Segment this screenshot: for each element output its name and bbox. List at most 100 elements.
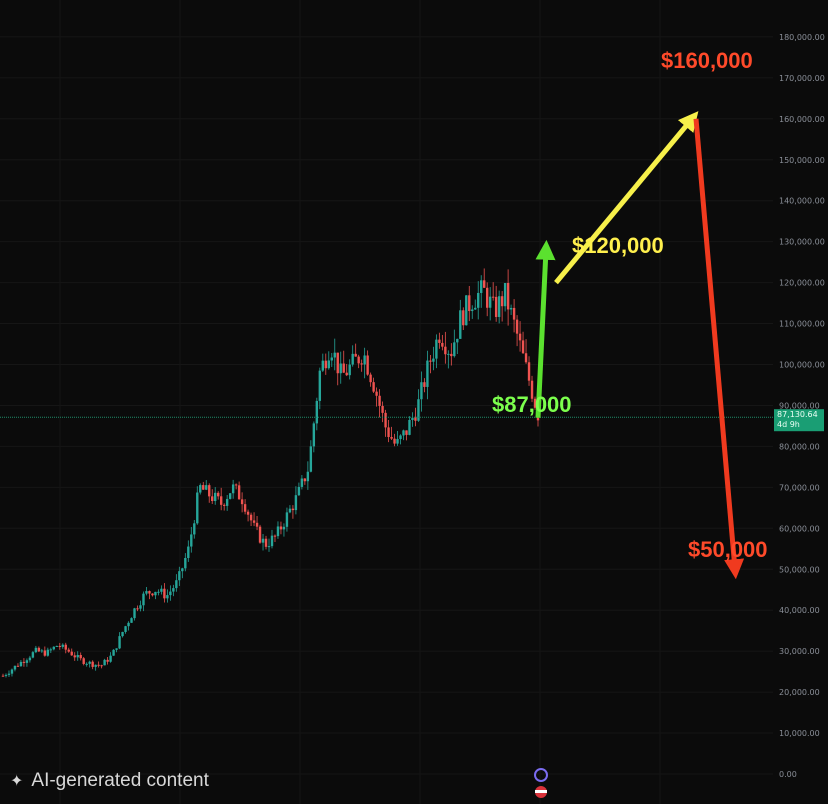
candle-body bbox=[4, 674, 8, 676]
ai-generated-label: AI-generated content bbox=[31, 770, 209, 791]
candle bbox=[402, 429, 405, 441]
candle-body bbox=[330, 357, 333, 361]
candle bbox=[100, 664, 103, 669]
candle-body bbox=[503, 282, 507, 307]
candle-body bbox=[13, 665, 17, 670]
candle bbox=[474, 299, 477, 310]
candle-body bbox=[312, 423, 316, 447]
candle-body bbox=[100, 665, 103, 667]
y-tick-label: 10,000.00 bbox=[779, 729, 820, 738]
candle-body bbox=[46, 649, 50, 656]
candle-body bbox=[399, 435, 402, 440]
candle-body bbox=[160, 588, 163, 592]
candle bbox=[109, 652, 112, 663]
annotation-160000: $160,000 bbox=[661, 48, 753, 73]
candle-body bbox=[157, 591, 160, 593]
candle bbox=[97, 661, 100, 668]
candle bbox=[432, 346, 435, 371]
candle-body bbox=[303, 478, 307, 482]
candle bbox=[199, 483, 202, 495]
y-tick-label: 150,000.00 bbox=[779, 156, 825, 165]
candle-body bbox=[225, 498, 229, 506]
y-tick-label: 60,000.00 bbox=[779, 524, 820, 533]
candle bbox=[243, 499, 247, 515]
candle-body bbox=[417, 399, 420, 421]
candle-body bbox=[121, 631, 124, 637]
annotation-50000: $50,000 bbox=[688, 537, 768, 562]
candle bbox=[115, 648, 118, 653]
refresh-icon bbox=[534, 768, 548, 782]
candle-body bbox=[252, 520, 256, 523]
candle bbox=[1, 673, 5, 677]
arrow-down-red bbox=[693, 118, 745, 580]
candle-body bbox=[82, 658, 85, 664]
candle-body bbox=[115, 648, 118, 650]
candle bbox=[205, 480, 208, 491]
candle bbox=[70, 648, 73, 656]
candle-body bbox=[530, 380, 534, 399]
candle bbox=[384, 409, 387, 437]
candle-body bbox=[243, 504, 247, 512]
candle bbox=[76, 651, 79, 661]
candle-body bbox=[31, 652, 35, 658]
candle-body bbox=[19, 661, 23, 667]
candle-body bbox=[97, 664, 100, 666]
candle bbox=[202, 481, 205, 490]
candle bbox=[503, 282, 507, 312]
candle-body bbox=[447, 353, 450, 355]
candle-body bbox=[375, 391, 378, 396]
candle bbox=[456, 338, 459, 354]
candle-body bbox=[291, 508, 295, 511]
candle-body bbox=[324, 360, 327, 369]
candle-body bbox=[494, 296, 498, 317]
candle-body bbox=[306, 471, 310, 482]
candle-body bbox=[22, 661, 26, 663]
candle bbox=[411, 412, 414, 427]
candle bbox=[345, 363, 348, 377]
candle-body bbox=[363, 355, 366, 365]
candle bbox=[255, 516, 259, 531]
candle-body bbox=[273, 535, 277, 537]
candle bbox=[79, 652, 82, 661]
y-tick-label: 50,000.00 bbox=[779, 565, 820, 574]
candle-body bbox=[112, 649, 115, 656]
candle bbox=[10, 668, 14, 677]
candle bbox=[130, 617, 133, 623]
candle-body bbox=[408, 419, 411, 435]
candle bbox=[387, 420, 390, 443]
y-tick-label: 170,000.00 bbox=[779, 74, 825, 83]
candle bbox=[288, 505, 292, 514]
candle bbox=[438, 332, 441, 349]
candle bbox=[193, 519, 196, 539]
candle-body bbox=[25, 660, 29, 663]
candle-body bbox=[103, 659, 106, 666]
candle-body bbox=[279, 526, 283, 530]
candle-body bbox=[199, 485, 202, 493]
candle bbox=[321, 353, 325, 372]
candle bbox=[471, 305, 474, 319]
candle-body bbox=[441, 342, 444, 347]
candle-body bbox=[166, 595, 169, 599]
candle bbox=[524, 339, 528, 364]
candle bbox=[480, 275, 483, 308]
candle-body bbox=[474, 307, 477, 310]
y-tick-label: 30,000.00 bbox=[779, 647, 820, 656]
annotation-87000: $87,000 bbox=[492, 392, 572, 417]
candle-body bbox=[88, 661, 91, 664]
candle-body bbox=[405, 430, 408, 435]
y-tick-label: 120,000.00 bbox=[779, 279, 825, 288]
candle bbox=[175, 574, 178, 592]
candle-body bbox=[270, 535, 274, 547]
candle bbox=[423, 378, 426, 393]
candle-body bbox=[142, 593, 145, 606]
candle-body bbox=[480, 280, 483, 293]
candle bbox=[264, 535, 268, 550]
candle-body bbox=[109, 655, 112, 662]
candle-body bbox=[465, 295, 468, 326]
candle-body bbox=[288, 508, 292, 513]
y-tick-label: 140,000.00 bbox=[779, 197, 825, 206]
current-price-tag-bg bbox=[774, 409, 824, 432]
candle bbox=[112, 649, 115, 656]
candle-body bbox=[127, 622, 130, 627]
